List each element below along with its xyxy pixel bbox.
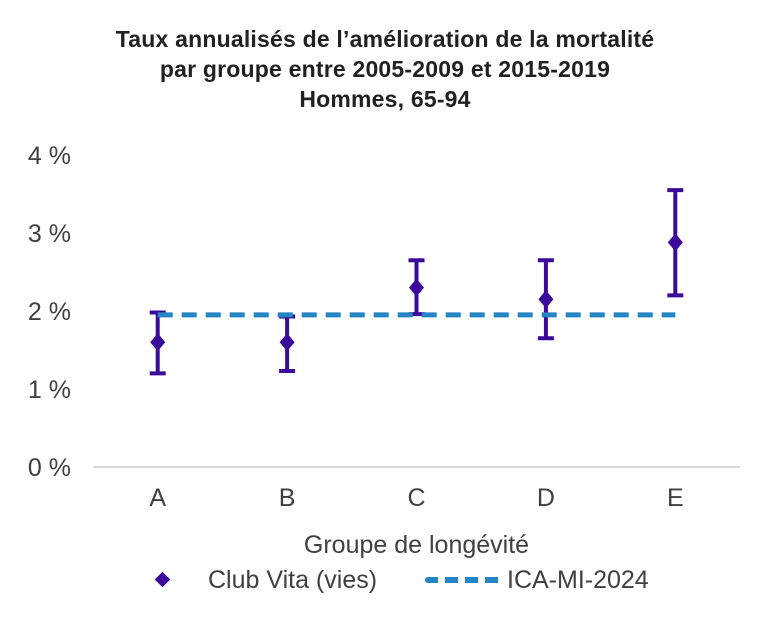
data-point-diamond xyxy=(150,333,166,352)
x-tick-label: D xyxy=(537,484,555,512)
y-tick-label: 0 % xyxy=(28,454,71,482)
x-axis-title: Groupe de longévité xyxy=(303,531,530,559)
data-point-diamond xyxy=(409,278,424,297)
x-tick-label: E xyxy=(667,484,684,512)
data-point-diamond xyxy=(538,290,554,309)
x-tick-label: B xyxy=(279,484,296,512)
chart-title-line-2: par groupe entre 2005-2009 et 2015-2019 xyxy=(159,56,611,82)
x-tick-label: C xyxy=(407,484,425,512)
data-point-diamond xyxy=(279,333,295,352)
chart-title: Taux annualisés de l’amélioration de la … xyxy=(0,24,770,114)
x-tick-label: A xyxy=(149,484,166,512)
y-tick-label: 1 % xyxy=(28,376,71,404)
y-tick-label: 4 % xyxy=(28,142,71,170)
y-tick-label: 3 % xyxy=(28,220,71,248)
chart-title-line-3: Hommes, 65-94 xyxy=(299,86,471,112)
legend-dashed-line-icon xyxy=(425,577,502,583)
y-tick-label: 2 % xyxy=(28,298,71,326)
data-point-diamond xyxy=(667,233,683,252)
legend-label-ica-mi-2024: ICA-MI-2024 xyxy=(507,566,649,594)
chart-title-line-1: Taux annualisés de l’amélioration de la … xyxy=(115,26,655,52)
legend-label-club-vita: Club Vita (vies) xyxy=(208,566,378,594)
